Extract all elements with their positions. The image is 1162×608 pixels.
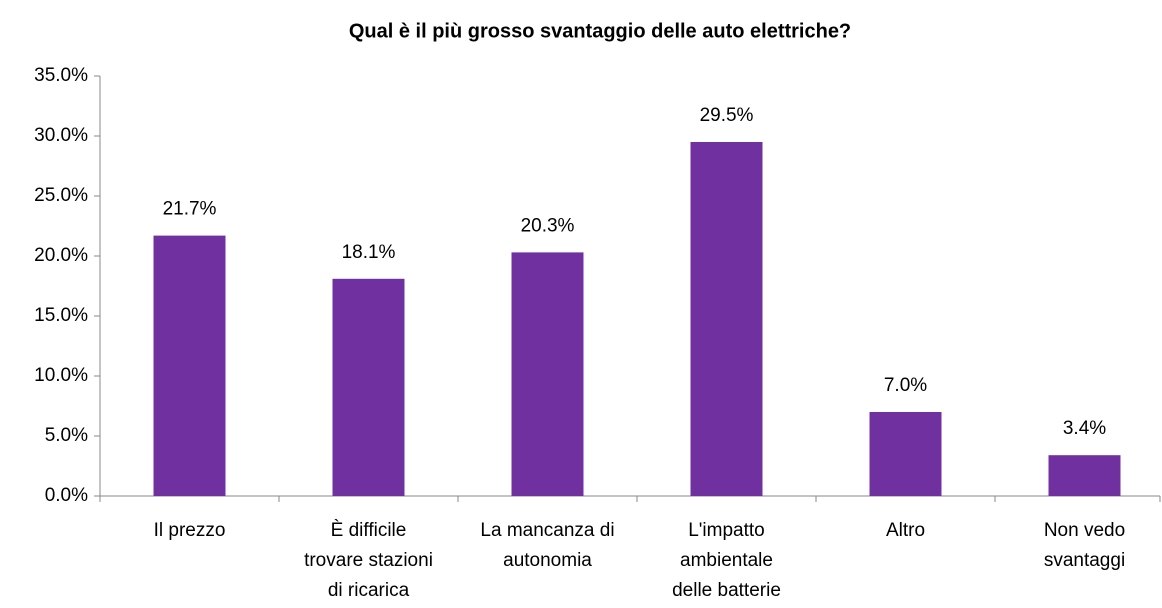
y-tick-label: 10.0% [34, 365, 88, 386]
bar [1048, 455, 1121, 496]
bar [153, 235, 226, 496]
data-label: 7.0% [884, 375, 927, 396]
bar [332, 278, 405, 496]
x-tick-label: delle batterie [672, 580, 781, 601]
y-tick-label: 5.0% [45, 425, 88, 446]
x-tick-label: svantaggi [1044, 550, 1125, 571]
data-label: 20.3% [521, 215, 575, 236]
bar [511, 252, 584, 496]
data-label: 18.1% [342, 242, 396, 263]
x-tick-label: trovare stazioni [304, 550, 433, 571]
y-tick-label: 15.0% [34, 305, 88, 326]
bar [869, 412, 942, 496]
x-tick-label: La mancanza di [480, 520, 614, 541]
y-tick-label: 35.0% [34, 65, 88, 86]
data-label: 29.5% [700, 105, 754, 126]
data-label: 3.4% [1063, 418, 1106, 439]
data-label: 21.7% [163, 199, 217, 220]
x-tick-label: Altro [886, 520, 925, 541]
x-tick-label: Il prezzo [154, 520, 226, 541]
x-tick-label: È difficile [331, 520, 407, 541]
x-tick-label: di ricarica [328, 580, 410, 601]
y-tick-label: 0.0% [45, 485, 88, 506]
y-tick-label: 20.0% [34, 245, 88, 266]
chart-title: Qual è il più grosso svantaggio delle au… [349, 20, 851, 42]
x-tick-label: Non vedo [1044, 520, 1125, 541]
x-tick-label: ambientale [680, 550, 773, 571]
x-tick-label: L'impatto [688, 520, 765, 541]
x-tick-label: autonomia [503, 550, 592, 571]
y-tick-label: 30.0% [34, 125, 88, 146]
y-tick-label: 25.0% [34, 185, 88, 206]
bar [690, 142, 763, 496]
